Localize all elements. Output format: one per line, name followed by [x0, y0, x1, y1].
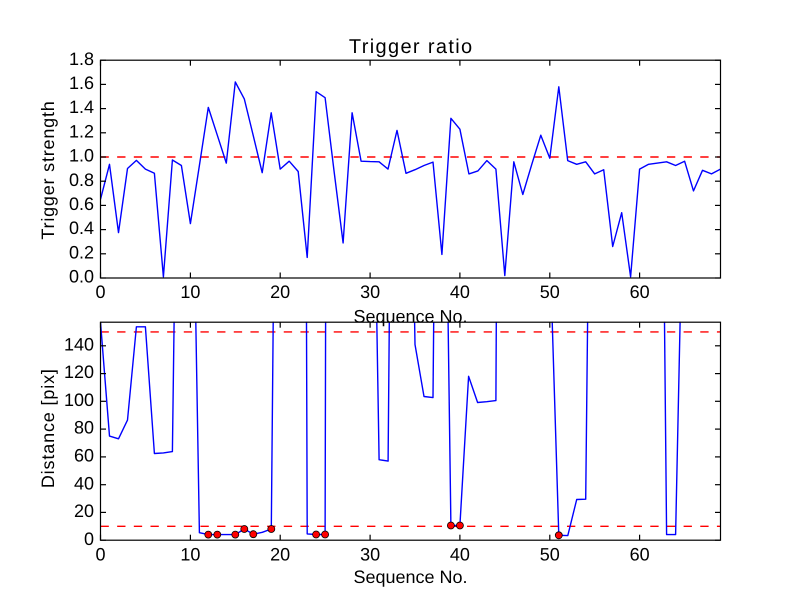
svg-text:120: 120 — [64, 362, 94, 382]
svg-text:0.8: 0.8 — [69, 170, 94, 190]
svg-text:Trigger ratio: Trigger ratio — [349, 36, 474, 58]
svg-text:0: 0 — [95, 544, 105, 564]
svg-text:0: 0 — [95, 282, 105, 302]
svg-text:60: 60 — [630, 282, 650, 302]
svg-text:80: 80 — [74, 418, 94, 438]
svg-text:30: 30 — [360, 282, 380, 302]
svg-text:0.2: 0.2 — [69, 242, 94, 262]
svg-text:20: 20 — [74, 501, 94, 521]
svg-text:Trigger strength: Trigger strength — [38, 100, 58, 239]
svg-text:60: 60 — [74, 446, 94, 466]
svg-text:0.0: 0.0 — [69, 267, 94, 287]
svg-text:1.0: 1.0 — [69, 146, 94, 166]
svg-text:Sequence No.: Sequence No. — [353, 306, 467, 326]
svg-text:1.6: 1.6 — [69, 73, 94, 93]
svg-text:0.6: 0.6 — [69, 194, 94, 214]
svg-text:0.4: 0.4 — [69, 218, 94, 238]
svg-text:1.8: 1.8 — [69, 49, 94, 69]
svg-text:30: 30 — [360, 544, 380, 564]
svg-text:20: 20 — [270, 282, 290, 302]
svg-text:40: 40 — [74, 473, 94, 493]
svg-text:0: 0 — [84, 529, 94, 549]
svg-text:50: 50 — [540, 544, 560, 564]
svg-text:10: 10 — [180, 282, 200, 302]
svg-text:20: 20 — [270, 544, 290, 564]
svg-text:60: 60 — [630, 544, 650, 564]
svg-text:100: 100 — [64, 390, 94, 410]
svg-text:40: 40 — [450, 544, 470, 564]
svg-text:1.2: 1.2 — [69, 121, 94, 141]
svg-text:Sequence No.: Sequence No. — [353, 567, 467, 587]
svg-text:50: 50 — [540, 282, 560, 302]
svg-text:1.4: 1.4 — [69, 97, 94, 117]
svg-text:40: 40 — [450, 282, 470, 302]
svg-text:10: 10 — [180, 544, 200, 564]
svg-text:140: 140 — [64, 334, 94, 354]
svg-text:Distance [pix]: Distance [pix] — [38, 368, 58, 488]
